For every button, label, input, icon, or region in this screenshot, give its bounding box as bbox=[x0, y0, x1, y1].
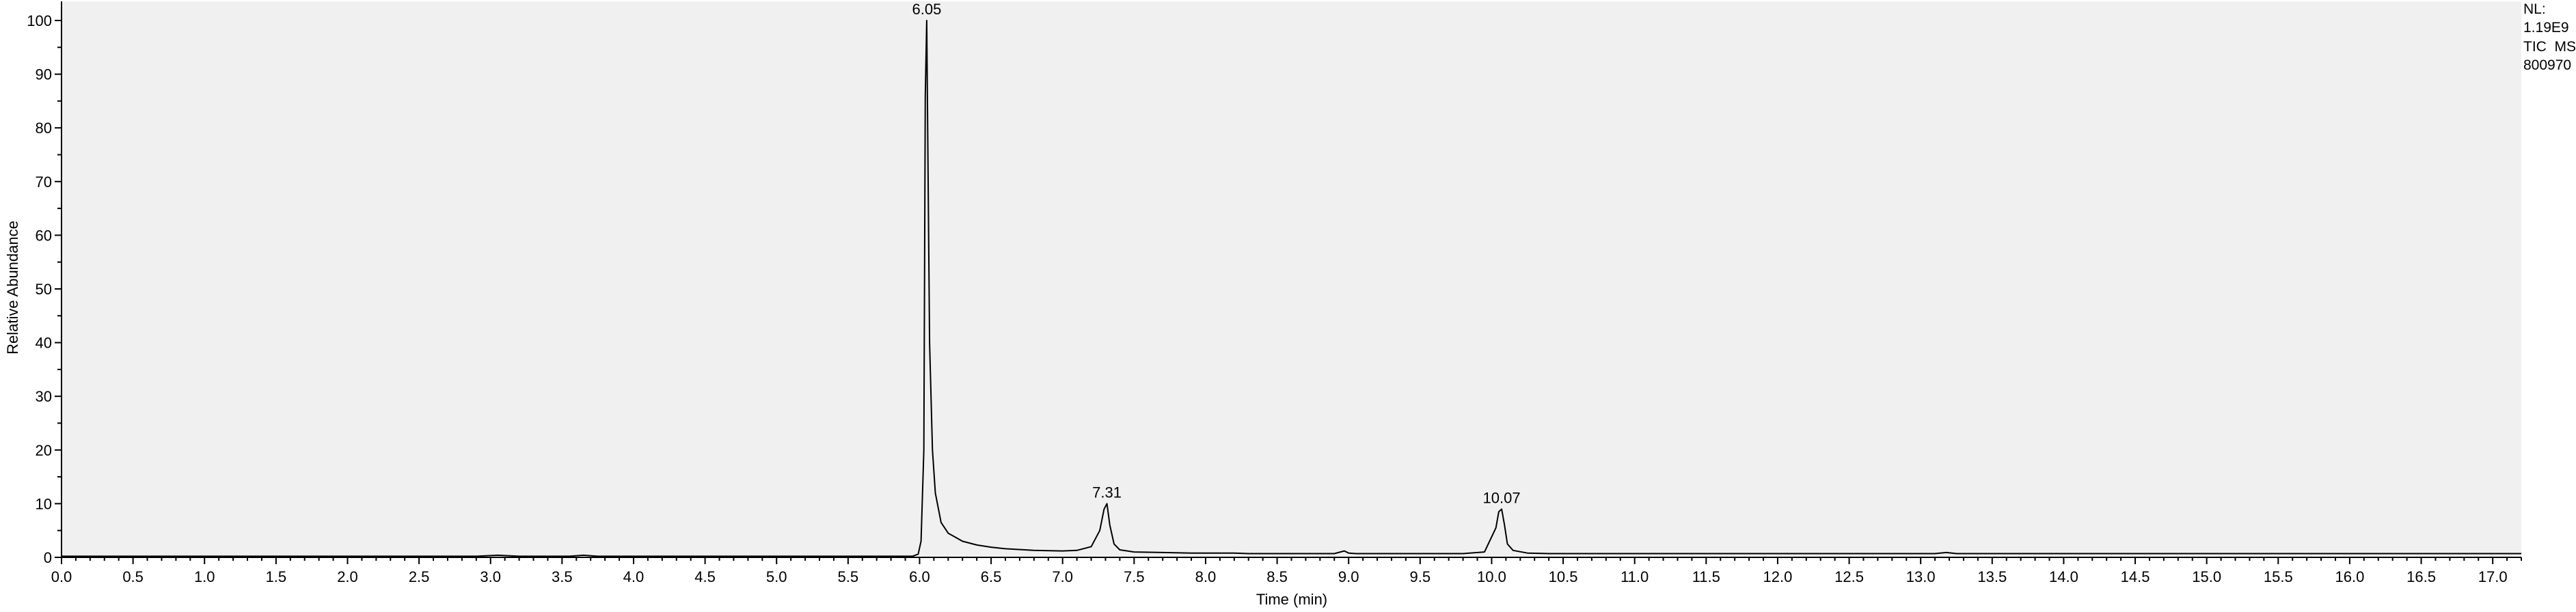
x-tick-label: 9.0 bbox=[1338, 568, 1359, 585]
y-tick-label: 50 bbox=[36, 281, 52, 298]
x-tick-label: 6.5 bbox=[981, 568, 1002, 585]
x-tick-label: 6.0 bbox=[909, 568, 930, 585]
peak-label: 10.07 bbox=[1483, 489, 1521, 506]
x-tick-label: 12.5 bbox=[1834, 568, 1864, 585]
y-tick-label: 90 bbox=[36, 66, 52, 83]
x-tick-label: 13.0 bbox=[1906, 568, 1936, 585]
y-tick-label: 30 bbox=[36, 388, 52, 405]
x-tick-label: 3.5 bbox=[552, 568, 573, 585]
x-tick-label: 10.5 bbox=[1549, 568, 1578, 585]
info-line-4: 800970 bbox=[2523, 57, 2571, 73]
x-tick-label: 16.5 bbox=[2406, 568, 2436, 585]
x-tick-label: 4.0 bbox=[623, 568, 645, 585]
y-tick-label: 70 bbox=[36, 173, 52, 191]
plot-area bbox=[62, 1, 2521, 557]
x-tick-label: 11.5 bbox=[1692, 568, 1720, 585]
y-tick-label: 100 bbox=[27, 12, 52, 29]
y-tick-label: 60 bbox=[36, 227, 52, 244]
x-tick-label: 13.5 bbox=[1977, 568, 2007, 585]
x-axis-ticks: 0.0 0.5 1.0 1.5 2.0 2.5 3.0 3.5 4.0 4.5 5.0 5.5 6.0 6… bbox=[51, 557, 2521, 585]
x-tick-label: 3.0 bbox=[480, 568, 501, 585]
x-tick-label: 2.0 bbox=[337, 568, 358, 585]
x-tick-label: 7.0 bbox=[1052, 568, 1073, 585]
info-panel: NL: 1.19E9 TIC MS 800970 bbox=[2523, 1, 2576, 73]
x-tick-label: 12.0 bbox=[1763, 568, 1793, 585]
y-tick-label: 0 bbox=[44, 549, 52, 566]
x-tick-label: 14.0 bbox=[2049, 568, 2078, 585]
x-tick-label: 8.5 bbox=[1266, 568, 1288, 585]
x-tick-label: 15.5 bbox=[2264, 568, 2293, 585]
x-tick-label: 0.0 bbox=[51, 568, 72, 585]
y-axis-ticks: 0 10 20 30 40 50 60 70 80 90 100 bbox=[27, 12, 62, 566]
x-tick-label: 9.5 bbox=[1410, 568, 1431, 585]
x-tick-label: 0.5 bbox=[122, 568, 144, 585]
x-tick-label: 5.0 bbox=[766, 568, 787, 585]
x-tick-label: 10.0 bbox=[1477, 568, 1506, 585]
x-tick-label: 1.5 bbox=[266, 568, 287, 585]
info-line-2: 1.19E9 bbox=[2523, 20, 2569, 36]
x-tick-label: 4.5 bbox=[694, 568, 716, 585]
y-tick-label: 80 bbox=[36, 120, 52, 137]
y-tick-label: 40 bbox=[36, 335, 52, 352]
x-tick-label: 8.0 bbox=[1195, 568, 1217, 585]
x-tick-label: 11.0 bbox=[1621, 568, 1649, 585]
y-tick-label: 10 bbox=[36, 495, 52, 512]
x-tick-label: 5.5 bbox=[838, 568, 859, 585]
y-tick-label: 20 bbox=[36, 442, 52, 459]
x-tick-label: 1.0 bbox=[194, 568, 215, 585]
x-tick-label: 15.0 bbox=[2192, 568, 2221, 585]
x-axis-title: Time (min) bbox=[1256, 591, 1327, 608]
y-axis-title: Relative Abundance bbox=[4, 221, 21, 354]
x-tick-label: 2.5 bbox=[409, 568, 430, 585]
info-line-1: NL: bbox=[2523, 1, 2546, 17]
info-line-3: TIC MS bbox=[2523, 39, 2576, 55]
x-tick-label: 7.5 bbox=[1124, 568, 1145, 585]
x-tick-label: 14.5 bbox=[2121, 568, 2150, 585]
x-tick-label: 16.0 bbox=[2335, 568, 2364, 585]
peak-label: 6.05 bbox=[912, 1, 942, 18]
peak-label: 7.31 bbox=[1092, 484, 1122, 501]
x-tick-label: 17.0 bbox=[2478, 568, 2508, 585]
